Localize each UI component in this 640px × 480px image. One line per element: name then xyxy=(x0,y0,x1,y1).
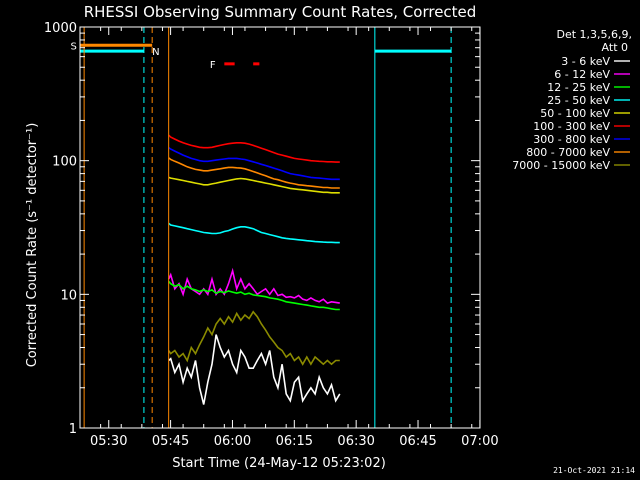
x-tick-label: 06:30 xyxy=(337,434,374,449)
legend-header-line-1: Det 1,3,5,6,9, xyxy=(556,28,632,41)
series-layer xyxy=(167,134,341,405)
legend-entry-label: 3 - 6 keV xyxy=(561,55,610,68)
legend-entry-label: 12 - 25 keV xyxy=(547,81,610,94)
y-tick-label: 10 xyxy=(60,288,77,303)
legend-entry-label: 300 - 800 keV xyxy=(533,133,610,146)
series-line xyxy=(168,280,340,311)
plot-frame xyxy=(79,26,481,429)
x-tick-label: 06:45 xyxy=(399,434,436,449)
series-line xyxy=(168,157,340,189)
x-tick-label: 06:15 xyxy=(276,434,313,449)
legend-entry-label: 800 - 7000 keV xyxy=(526,146,610,159)
flag-label: F xyxy=(210,60,216,71)
flag-label: S xyxy=(71,41,77,52)
series-line xyxy=(168,222,340,244)
legend-entry-label: 50 - 100 keV xyxy=(540,107,610,120)
x-axis-label: Start Time (24-May-12 05:23:02) xyxy=(172,456,386,471)
y-axis-ticks: 1 10 100 1000 xyxy=(44,21,480,437)
series-line xyxy=(168,176,340,194)
y-tick-label: 1000 xyxy=(44,21,77,36)
flag-label: N xyxy=(152,47,159,58)
y-tick-label: 100 xyxy=(52,155,77,170)
x-tick-label: 07:00 xyxy=(461,434,498,449)
series-line xyxy=(168,310,340,366)
y-axis-label: Corrected Count Rate (s⁻¹ detector⁻¹) xyxy=(25,123,40,368)
x-axis-ticks: 05:30 05:45 06:00 06:15 06:30 06:45 07:00 xyxy=(79,27,499,449)
series-line xyxy=(167,267,340,305)
y-axis-label-text: Corrected Count Rate (s⁻¹ detector⁻¹) xyxy=(25,123,40,368)
legend-entry-label: 100 - 300 keV xyxy=(533,120,610,133)
series-line xyxy=(168,147,340,181)
chart-title: RHESSI Observing Summary Count Rates, Co… xyxy=(84,3,477,21)
legend-entry-label: 25 - 50 keV xyxy=(547,94,610,107)
x-tick-label: 05:30 xyxy=(90,434,127,449)
footer-timestamp: 21-Oct-2021 21:14 xyxy=(553,466,635,475)
x-tick-label: 06:00 xyxy=(214,434,251,449)
legend-entry-label: 7000 - 15000 keV xyxy=(512,159,610,172)
y-tick-label: 1 xyxy=(69,422,77,437)
series-line xyxy=(168,334,341,405)
legend-header-line-2: Att 0 xyxy=(602,41,628,54)
marker-layer xyxy=(83,27,452,428)
flag-layer: S N F xyxy=(71,41,452,71)
series-line xyxy=(168,134,340,163)
legend-entry-label: 6 - 12 keV xyxy=(554,68,610,81)
x-tick-label: 05:45 xyxy=(152,434,189,449)
